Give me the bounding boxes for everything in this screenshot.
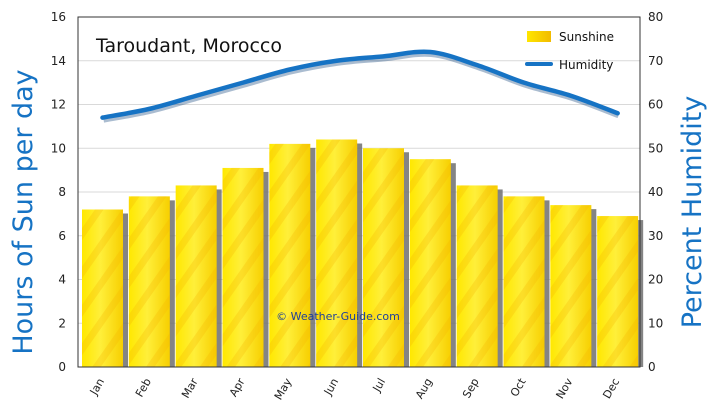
right-tick-label: 80 (648, 10, 663, 24)
left-tick-label: 10 (51, 141, 66, 155)
left-tick-label: 6 (58, 229, 66, 243)
bar-apr (222, 167, 269, 367)
bar-sep (456, 185, 503, 367)
right-tick-label: 40 (648, 185, 663, 199)
bar-dec (597, 216, 644, 367)
right-tick-label: 10 (648, 316, 663, 330)
legend: Sunshine Humidity (525, 30, 614, 72)
month-label-jan: Jan (87, 376, 107, 398)
right-tick-label: 30 (648, 229, 663, 243)
bar-texture (128, 196, 170, 367)
month-label-feb: Feb (133, 376, 154, 399)
bar-texture (597, 216, 639, 367)
left-tick-label: 8 (58, 185, 66, 199)
bar-aug (409, 159, 456, 367)
month-label-jun: Jun (321, 376, 341, 398)
bar-texture (175, 185, 217, 367)
legend-label-sunshine: Sunshine (559, 30, 614, 44)
right-axis-ticks: 0 10 20 30 40 50 60 70 80 (648, 10, 663, 374)
left-tick-label: 14 (51, 54, 66, 68)
bar-texture (550, 205, 592, 367)
left-axis-title: Hours of Sun per day (8, 69, 39, 354)
bar-texture (503, 196, 545, 367)
bar-texture (409, 159, 451, 367)
bar-jul (363, 148, 409, 367)
right-tick-label: 70 (648, 54, 663, 68)
bar-jan (82, 209, 128, 367)
right-tick-label: 50 (648, 141, 663, 155)
month-label-dec: Dec (600, 376, 622, 401)
month-label-sep: Sep (460, 376, 482, 400)
bar-texture (316, 139, 358, 367)
humidity-line (100, 49, 620, 120)
right-tick-label: 20 (648, 273, 663, 287)
bar-mar (175, 185, 222, 367)
bar-texture (269, 143, 311, 367)
right-tick-label: 60 (648, 98, 663, 112)
bar-texture (82, 209, 123, 367)
left-tick-label: 0 (58, 360, 66, 374)
bar-may (269, 143, 316, 367)
month-label-mar: Mar (179, 376, 201, 401)
left-axis-ticks: 0 2 4 6 8 10 12 14 16 (51, 10, 66, 374)
plot-frame (77, 16, 641, 368)
bar-texture (222, 167, 264, 367)
legend-label-humidity: Humidity (559, 58, 613, 72)
bar-texture (456, 185, 498, 367)
right-axis-title: Percent Humidity (677, 96, 708, 329)
right-tick-label: 0 (648, 360, 656, 374)
watermark: © Weather-Guide.com (276, 310, 400, 323)
month-label-may: May (272, 376, 295, 403)
month-label-aug: Aug (413, 376, 435, 401)
left-tick-label: 2 (58, 316, 66, 330)
legend-swatch-sunshine (527, 31, 551, 42)
bar-jun (316, 139, 363, 367)
month-label-apr: Apr (227, 376, 248, 399)
month-label-nov: Nov (553, 376, 575, 402)
sunshine-bars (82, 139, 644, 367)
month-axis-ticks: Jan Feb Mar Apr May Jun Jul Aug Sep Oct Nov Dec (87, 375, 622, 402)
bar-feb (128, 196, 175, 367)
chart-title: Taroudant, Morocco (95, 35, 282, 57)
left-tick-label: 16 (51, 10, 66, 24)
humidity-series (100, 49, 620, 123)
left-tick-label: 12 (51, 98, 66, 112)
bar-oct (503, 196, 550, 367)
month-label-jul: Jul (370, 376, 388, 395)
bar-nov (550, 205, 597, 367)
bar-texture (363, 148, 404, 367)
left-tick-label: 4 (58, 273, 66, 287)
month-label-oct: Oct (508, 375, 529, 399)
